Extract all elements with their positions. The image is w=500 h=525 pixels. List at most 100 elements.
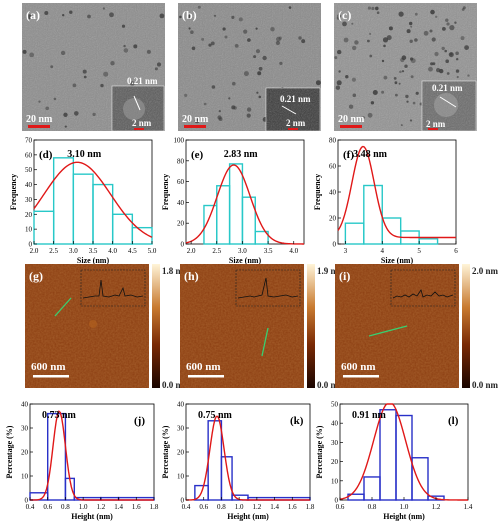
tem-particle [315, 80, 321, 86]
inset-scalebar-label: 2 nm [132, 118, 152, 128]
x-tick-label: 5 [417, 247, 421, 255]
inset-scalebar [428, 128, 438, 130]
tem-particle [369, 32, 372, 35]
x-axis-label: Size (nm) [229, 256, 262, 265]
height-profile-inset [80, 269, 146, 307]
tem-particle [354, 40, 359, 45]
tem-particle [456, 75, 459, 79]
tem-particle [383, 75, 388, 80]
tem-panel-c: (c) 20 nm 0.21 nm 2 nm [334, 3, 477, 132]
panel-label: (k) [290, 415, 304, 427]
tem-particle [38, 100, 41, 103]
y-tick-label: 20 [21, 449, 29, 457]
gaussian-fit-curve [339, 403, 468, 501]
tem-particle [231, 105, 236, 110]
tem-particle [382, 37, 389, 43]
y-tick-label: 0 [25, 497, 29, 505]
tem-particle [110, 61, 115, 66]
panel-label: (j) [134, 415, 145, 427]
histogram-bar [411, 457, 429, 501]
mean-annotation: 3.48 nm [353, 149, 388, 160]
y-tick-label: 0 [181, 497, 185, 505]
tem-particles [334, 6, 476, 129]
tem-particle [194, 118, 200, 124]
tem-particle [367, 39, 370, 43]
afm-grain [335, 264, 459, 388]
tem-particle [87, 14, 91, 19]
y-tick-label: 30 [331, 439, 339, 447]
x-tick-label: 3 [344, 247, 348, 255]
tem-particle [82, 69, 87, 74]
mean-annotation: 2.83 nm [224, 149, 259, 160]
tem-particle [208, 43, 212, 47]
gaussian-fit-curve [185, 164, 304, 245]
tem-particle [446, 72, 450, 75]
gaussian-fit-curve [30, 410, 154, 501]
tem-particle [246, 107, 252, 112]
panel-label: (l) [448, 415, 459, 427]
lattice-marker [439, 96, 457, 108]
mean-annotation: 0.75 nm [198, 410, 233, 421]
tem-particle [45, 106, 49, 111]
colorbar [462, 264, 470, 388]
tem-particle [406, 29, 411, 34]
y-axis-label: Percentage (%) [5, 425, 14, 478]
inset-scalebar-label: 2 nm [286, 118, 306, 128]
histogram-bar [363, 184, 383, 245]
tem-particle [381, 59, 385, 63]
tem-particle [191, 46, 196, 51]
panel-label: (f) [343, 149, 354, 161]
tem-particle [410, 57, 414, 61]
y-axis-label: Percentage (%) [161, 425, 170, 478]
tem-panel-a: (a) 20 nm 2 nm 0.21 nm [22, 3, 165, 132]
histogram-bar [131, 226, 153, 245]
x-axis-label: Size (nm) [381, 256, 414, 265]
tem-particle [72, 83, 77, 88]
tem-particle [210, 41, 215, 46]
tem-particle [398, 82, 401, 85]
tem-particle [386, 35, 392, 41]
tem-particle [449, 52, 453, 56]
x-tick-label: 1.6 [132, 503, 141, 511]
tem-particle [188, 27, 191, 30]
y-tick-label: 10 [331, 477, 339, 485]
histogram-bar [379, 409, 397, 501]
tem-particle [63, 112, 68, 118]
afm-scalebar-label: 600 nm [31, 361, 66, 373]
tem-particle [338, 70, 341, 73]
tem-particle [423, 30, 429, 36]
tem-particle [92, 112, 96, 117]
tem-particle [211, 85, 216, 89]
tem-particle [109, 12, 114, 18]
y-tick-label: 80 [329, 137, 337, 145]
afm-profile-line [261, 327, 269, 357]
tem-particle [400, 57, 405, 63]
mean-annotation: 0.91 nm [352, 410, 387, 421]
tem-particle [44, 11, 49, 15]
tem-scalebar [28, 125, 50, 128]
tem-particle [218, 110, 221, 113]
tem-particle [270, 27, 275, 32]
histogram-d: 2.0 2.5 3.0 3.5 4.0 4.5 5.0 0 10 20 30 40 50 60 70 Size… [9, 137, 157, 266]
tem-particle [381, 90, 385, 94]
hrtem-inset: 2 nm [111, 85, 165, 132]
histogram-bar [47, 412, 67, 501]
tem-particle [129, 81, 135, 86]
tem-particle [50, 65, 54, 69]
tem-particle [335, 85, 341, 90]
tem-particle [400, 124, 403, 127]
panel-label: (g) [29, 269, 43, 283]
tem-particle [279, 61, 283, 65]
tem-particle [247, 38, 251, 42]
tem-particle [74, 111, 79, 116]
hrtem-inset: 0.21 nm 2 nm [265, 87, 321, 132]
tem-particle [348, 104, 354, 109]
tem-particle [414, 12, 418, 16]
x-tick-label: 1.0 [235, 503, 244, 511]
tem-particle [255, 27, 258, 30]
x-tick-label: 3.0 [238, 247, 247, 255]
tem-particle [414, 38, 418, 42]
tem-particle [262, 55, 267, 61]
tem-particle [133, 44, 138, 49]
x-tick-label: 6 [454, 247, 458, 255]
